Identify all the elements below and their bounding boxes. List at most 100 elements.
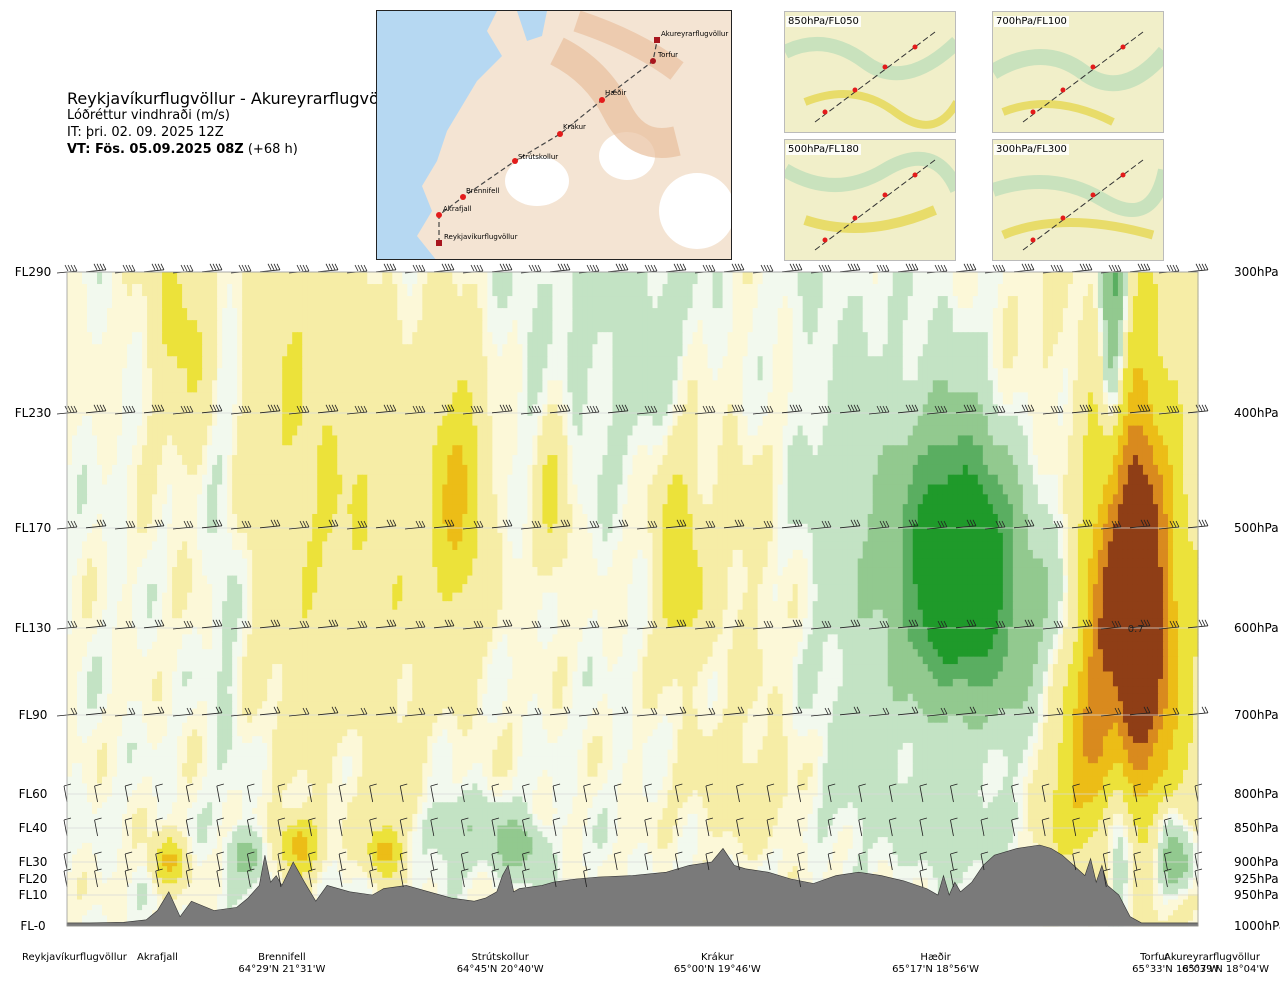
field-cell — [627, 445, 634, 456]
field-cell — [962, 272, 969, 285]
thumbnail-700hpa[interactable]: 700hPa/FL100 — [992, 11, 1164, 133]
field-cell — [432, 284, 438, 297]
field-cell — [827, 308, 834, 321]
field-cell — [1193, 445, 1199, 456]
field-cell — [377, 504, 383, 515]
field-cell — [1157, 445, 1164, 456]
field-cell — [322, 368, 328, 381]
field-cell — [317, 425, 323, 437]
field-cell — [617, 320, 624, 333]
field-cell — [102, 455, 108, 466]
field-cell — [857, 494, 864, 505]
field-cell — [512, 356, 518, 369]
field-cell — [1017, 504, 1024, 515]
field-cell — [297, 435, 303, 446]
field-cell — [912, 484, 919, 495]
field-cell — [677, 356, 684, 369]
field-cell — [1167, 455, 1174, 466]
field-cell — [642, 435, 649, 446]
field-cell — [962, 464, 969, 476]
field-cell — [1182, 332, 1189, 345]
field-cell — [992, 296, 999, 309]
field-cell — [782, 344, 789, 357]
field-cell — [1027, 435, 1034, 446]
field-cell — [1037, 484, 1044, 495]
field-cell — [872, 484, 879, 495]
field-cell — [667, 380, 674, 393]
field-cell — [522, 356, 528, 369]
field-cell — [227, 344, 233, 357]
field-cell — [1012, 272, 1019, 285]
field-cell — [997, 272, 1004, 285]
field-cell — [1062, 474, 1069, 486]
field-cell — [457, 308, 463, 321]
field-cell — [812, 380, 819, 393]
field-cell — [1172, 464, 1179, 476]
field-cell — [1117, 445, 1124, 456]
thumbnail-500hpa[interactable]: 500hPa/FL180 — [784, 139, 956, 261]
field-cell — [847, 344, 854, 357]
field-cell — [467, 415, 473, 427]
field-cell — [277, 464, 283, 476]
field-cell — [607, 425, 614, 437]
field-cell — [292, 464, 298, 476]
field-cell — [687, 344, 694, 357]
field-cell — [997, 296, 1004, 309]
field-cell — [427, 272, 433, 285]
field-cell — [202, 332, 208, 345]
field-cell — [297, 464, 303, 476]
field-cell — [322, 484, 328, 495]
map-label-reykjavik: Reykjavíkurflugvöllur — [444, 233, 518, 241]
field-cell — [292, 425, 298, 437]
field-cell — [702, 445, 709, 456]
field-cell — [432, 445, 438, 456]
field-cell — [877, 484, 884, 495]
field-cell — [377, 272, 383, 285]
field-cell — [1082, 504, 1089, 515]
field-cell — [1107, 332, 1114, 345]
field-cell — [282, 484, 288, 495]
field-cell — [887, 308, 894, 321]
field-cell — [927, 494, 934, 505]
field-cell — [482, 494, 488, 505]
field-cell — [302, 392, 308, 406]
field-cell — [1147, 272, 1154, 285]
field-cell — [127, 368, 133, 381]
field-cell — [1102, 320, 1109, 333]
field-cell — [342, 504, 348, 515]
field-cell — [997, 332, 1004, 345]
field-cell — [982, 484, 989, 495]
field-cell — [497, 356, 503, 369]
field-cell — [587, 484, 594, 495]
field-cell — [252, 284, 258, 297]
field-cell — [1193, 425, 1199, 437]
field-cell — [1042, 484, 1049, 495]
field-cell — [922, 272, 929, 285]
field-cell — [462, 445, 468, 456]
field-cell — [1092, 494, 1099, 505]
field-cell — [432, 380, 438, 393]
field-cell — [427, 380, 433, 393]
field-cell — [127, 284, 133, 297]
field-cell — [872, 308, 879, 321]
field-cell — [432, 392, 438, 406]
field-cell — [252, 332, 258, 345]
thumbnail-850hpa[interactable]: 850hPa/FL050 — [784, 11, 956, 133]
field-cell — [572, 455, 579, 466]
field-cell — [792, 504, 799, 515]
field-cell — [1117, 464, 1124, 476]
field-cell — [182, 404, 188, 417]
thumbnail-300hpa[interactable]: 300hPa/FL300 — [992, 139, 1164, 261]
field-cell — [332, 332, 338, 345]
field-cell — [622, 368, 629, 381]
field-cell — [422, 445, 428, 456]
field-cell — [907, 284, 914, 297]
field-cell — [832, 368, 839, 381]
field-cell — [807, 308, 814, 321]
field-cell — [242, 425, 248, 437]
field-cell — [67, 504, 73, 515]
field-cell — [1007, 272, 1014, 285]
field-cell — [282, 404, 288, 417]
field-cell — [217, 464, 223, 476]
field-cell — [512, 504, 518, 515]
